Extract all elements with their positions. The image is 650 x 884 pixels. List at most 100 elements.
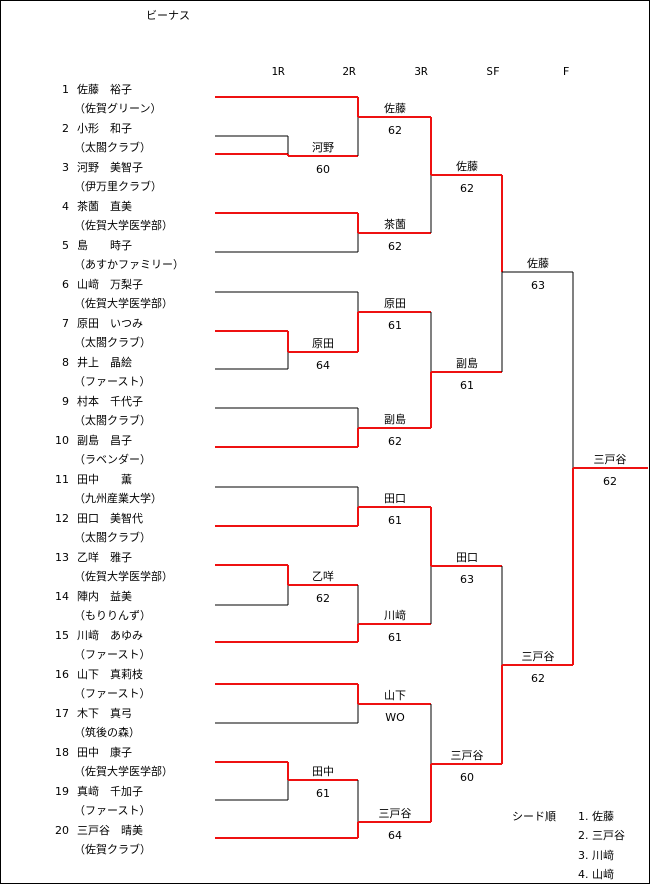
player-club: （太閤クラブ） <box>74 530 151 544</box>
match-winner: 田口 <box>384 492 406 505</box>
match-winner: 原田 <box>384 297 406 310</box>
player-club: （佐賀大学医学部） <box>74 569 173 583</box>
player-club: （佐賀大学医学部） <box>74 218 173 232</box>
player-name: 真﨑 千加子 <box>77 784 143 798</box>
match-winner: 三戸谷 <box>451 749 484 762</box>
player-number: 14 <box>55 590 69 603</box>
match-winner: 田中 <box>312 765 334 778</box>
seed-item: 2. 三戸谷 <box>578 829 625 842</box>
match-score: 64 <box>316 359 330 372</box>
player-club: （太閤クラブ） <box>74 140 151 154</box>
match-score: 60 <box>460 771 474 784</box>
player-name: 井上 晶絵 <box>77 355 132 369</box>
round-header-2r: 2R <box>342 65 356 78</box>
match-score: 64 <box>388 829 402 842</box>
player-number: 8 <box>62 356 69 369</box>
player-name: 小形 和子 <box>77 122 132 135</box>
player-number: 17 <box>55 707 69 720</box>
player-name: 村本 千代子 <box>77 394 143 408</box>
player-number: 18 <box>55 746 69 759</box>
player-name: 木下 真弓 <box>77 706 132 720</box>
match-winner: 副島 <box>456 356 478 370</box>
player-name: 茶薗 直美 <box>77 199 132 213</box>
player-name: 原田 いつみ <box>77 317 143 330</box>
match-score: 63 <box>531 279 545 292</box>
match-score: 61 <box>388 514 402 527</box>
player-name: 佐藤 裕子 <box>77 82 132 96</box>
player-number: 16 <box>55 668 69 681</box>
player-club: （ファースト） <box>74 648 150 661</box>
player-club: （太閤クラブ） <box>74 413 151 427</box>
player-name: 田中 康子 <box>77 745 132 759</box>
bracket-lines <box>215 96 648 839</box>
match-winner: 茶薗 <box>384 218 406 231</box>
player-name: 山下 真莉枝 <box>77 667 143 681</box>
seed-label: シード順 <box>512 810 556 823</box>
round-header-3r: 3R <box>414 65 428 78</box>
player-name: 山﨑 万梨子 <box>77 277 143 291</box>
round-header-sf: SF <box>486 65 499 78</box>
player-club: （あすかファミリー） <box>74 258 184 271</box>
match-score: WO <box>385 711 405 724</box>
player-number: 4 <box>62 200 69 213</box>
seed-order: シード順 1. 佐藤 2. 三戸谷 3. 川﨑 4. 山﨑 <box>512 809 625 881</box>
player-club: （ファースト） <box>74 375 150 388</box>
player-club: （太閤クラブ） <box>74 335 151 349</box>
match-winner: 田口 <box>456 551 478 564</box>
player-club: （佐賀大学医学部） <box>74 296 173 310</box>
player-number: 15 <box>55 629 69 642</box>
player-club: （佐賀グリーン） <box>74 101 161 115</box>
player-name: 乙咩 雅子 <box>77 550 132 564</box>
player-club: （ラベンダー） <box>74 452 151 466</box>
player-number: 5 <box>62 239 69 252</box>
match-winner: 乙咩 <box>312 569 334 583</box>
match-winner: 山下 <box>384 689 406 702</box>
player-number: 11 <box>55 473 69 486</box>
player-number: 20 <box>55 824 69 837</box>
player-name: 副島 昌子 <box>77 433 132 447</box>
round-headers: 1R 2R 3R SF F <box>271 65 569 78</box>
seed-item: 1. 佐藤 <box>578 809 614 823</box>
player-number: 19 <box>55 785 69 798</box>
match-winner: 原田 <box>312 337 334 350</box>
player-number: 7 <box>62 317 69 330</box>
champion-name: 三戸谷 <box>594 453 627 466</box>
match-score: 62 <box>316 592 330 605</box>
match-score: 61 <box>388 319 402 332</box>
match-winner: 三戸谷 <box>522 650 555 663</box>
seed-item: 3. 川﨑 <box>578 848 614 862</box>
match-score: 61 <box>388 631 402 644</box>
player-number: 10 <box>55 434 69 447</box>
player-club: （佐賀大学医学部） <box>74 764 173 778</box>
match-score: 62 <box>388 435 402 448</box>
match-winner: 三戸谷 <box>379 807 412 820</box>
match-score: 60 <box>316 163 330 176</box>
player-name: 三戸谷 晴美 <box>77 824 143 837</box>
player-number: 3 <box>62 161 69 174</box>
player-club: （ファースト） <box>74 804 150 817</box>
round-header-1r: 1R <box>271 65 285 78</box>
seed-item: 4. 山﨑 <box>578 867 614 881</box>
player-club: （ファースト） <box>74 687 150 700</box>
match-winner: 副島 <box>384 412 406 426</box>
player-list: 1 佐藤 裕子 （佐賀グリーン） 2 小形 和子 （太閤クラブ） 3 河野 美智子 （伊万里クラ… <box>55 82 184 856</box>
player-number: 1 <box>62 83 69 96</box>
player-number: 2 <box>62 122 69 135</box>
player-name: 河野 美智子 <box>77 160 143 174</box>
match-results: 河野 60 原田 64 乙咩 62 田中 61 佐藤 62 茶薗 62 原田 61 副島 62 田口 61 川﨑 61… <box>312 101 627 842</box>
match-winner: 河野 <box>312 141 334 154</box>
match-winner: 佐藤 <box>456 159 478 173</box>
draw-title: ビーナス <box>146 9 190 22</box>
match-score: 62 <box>388 240 402 253</box>
player-name: 陣内 益美 <box>77 589 132 603</box>
player-club: （九州産業大学） <box>74 491 162 505</box>
player-number: 13 <box>55 551 69 564</box>
player-name: 島 時子 <box>77 238 132 252</box>
match-score: 62 <box>388 124 402 137</box>
player-name: 田中 薫 <box>77 473 132 486</box>
match-winner: 川﨑 <box>384 608 406 622</box>
player-name: 川﨑 あゆみ <box>77 628 143 642</box>
player-number: 9 <box>62 395 69 408</box>
match-winner: 佐藤 <box>527 256 549 270</box>
player-number: 6 <box>62 278 69 291</box>
